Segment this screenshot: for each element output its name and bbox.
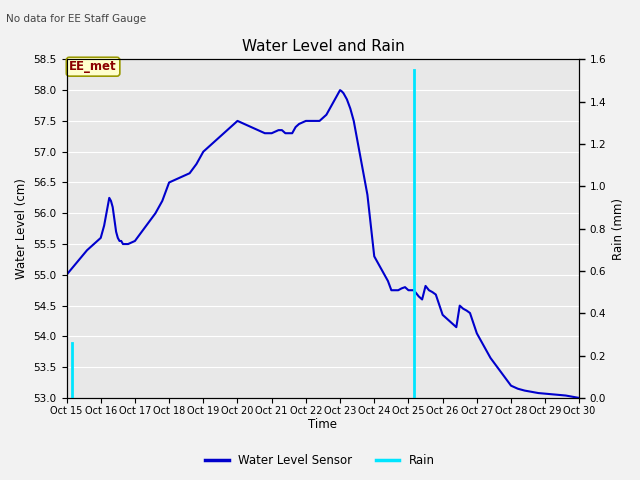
Text: EE_met: EE_met [69, 60, 117, 73]
Y-axis label: Water Level (cm): Water Level (cm) [15, 178, 28, 279]
Water Level Sensor [63, 272, 70, 278]
Water Level Sensor [200, 149, 207, 155]
Water Level Sensor [326, 106, 333, 111]
Title: Water Level and Rain: Water Level and Rain [241, 39, 404, 54]
Rain [68, 340, 76, 346]
Water Level Sensor [282, 131, 289, 136]
Water Level Sensor [575, 395, 583, 401]
Text: No data for EE Staff Gauge: No data for EE Staff Gauge [6, 14, 147, 24]
Y-axis label: Rain (mm): Rain (mm) [612, 198, 625, 260]
Water Level Sensor [336, 87, 344, 93]
Water Level Sensor [555, 392, 563, 398]
Legend: Water Level Sensor, Rain: Water Level Sensor, Rain [200, 449, 440, 472]
X-axis label: Time: Time [308, 419, 337, 432]
Line: Water Level Sensor: Water Level Sensor [67, 90, 579, 398]
Water Level Sensor [179, 173, 187, 179]
Water Level Sensor [360, 173, 368, 179]
Rain [68, 395, 76, 401]
